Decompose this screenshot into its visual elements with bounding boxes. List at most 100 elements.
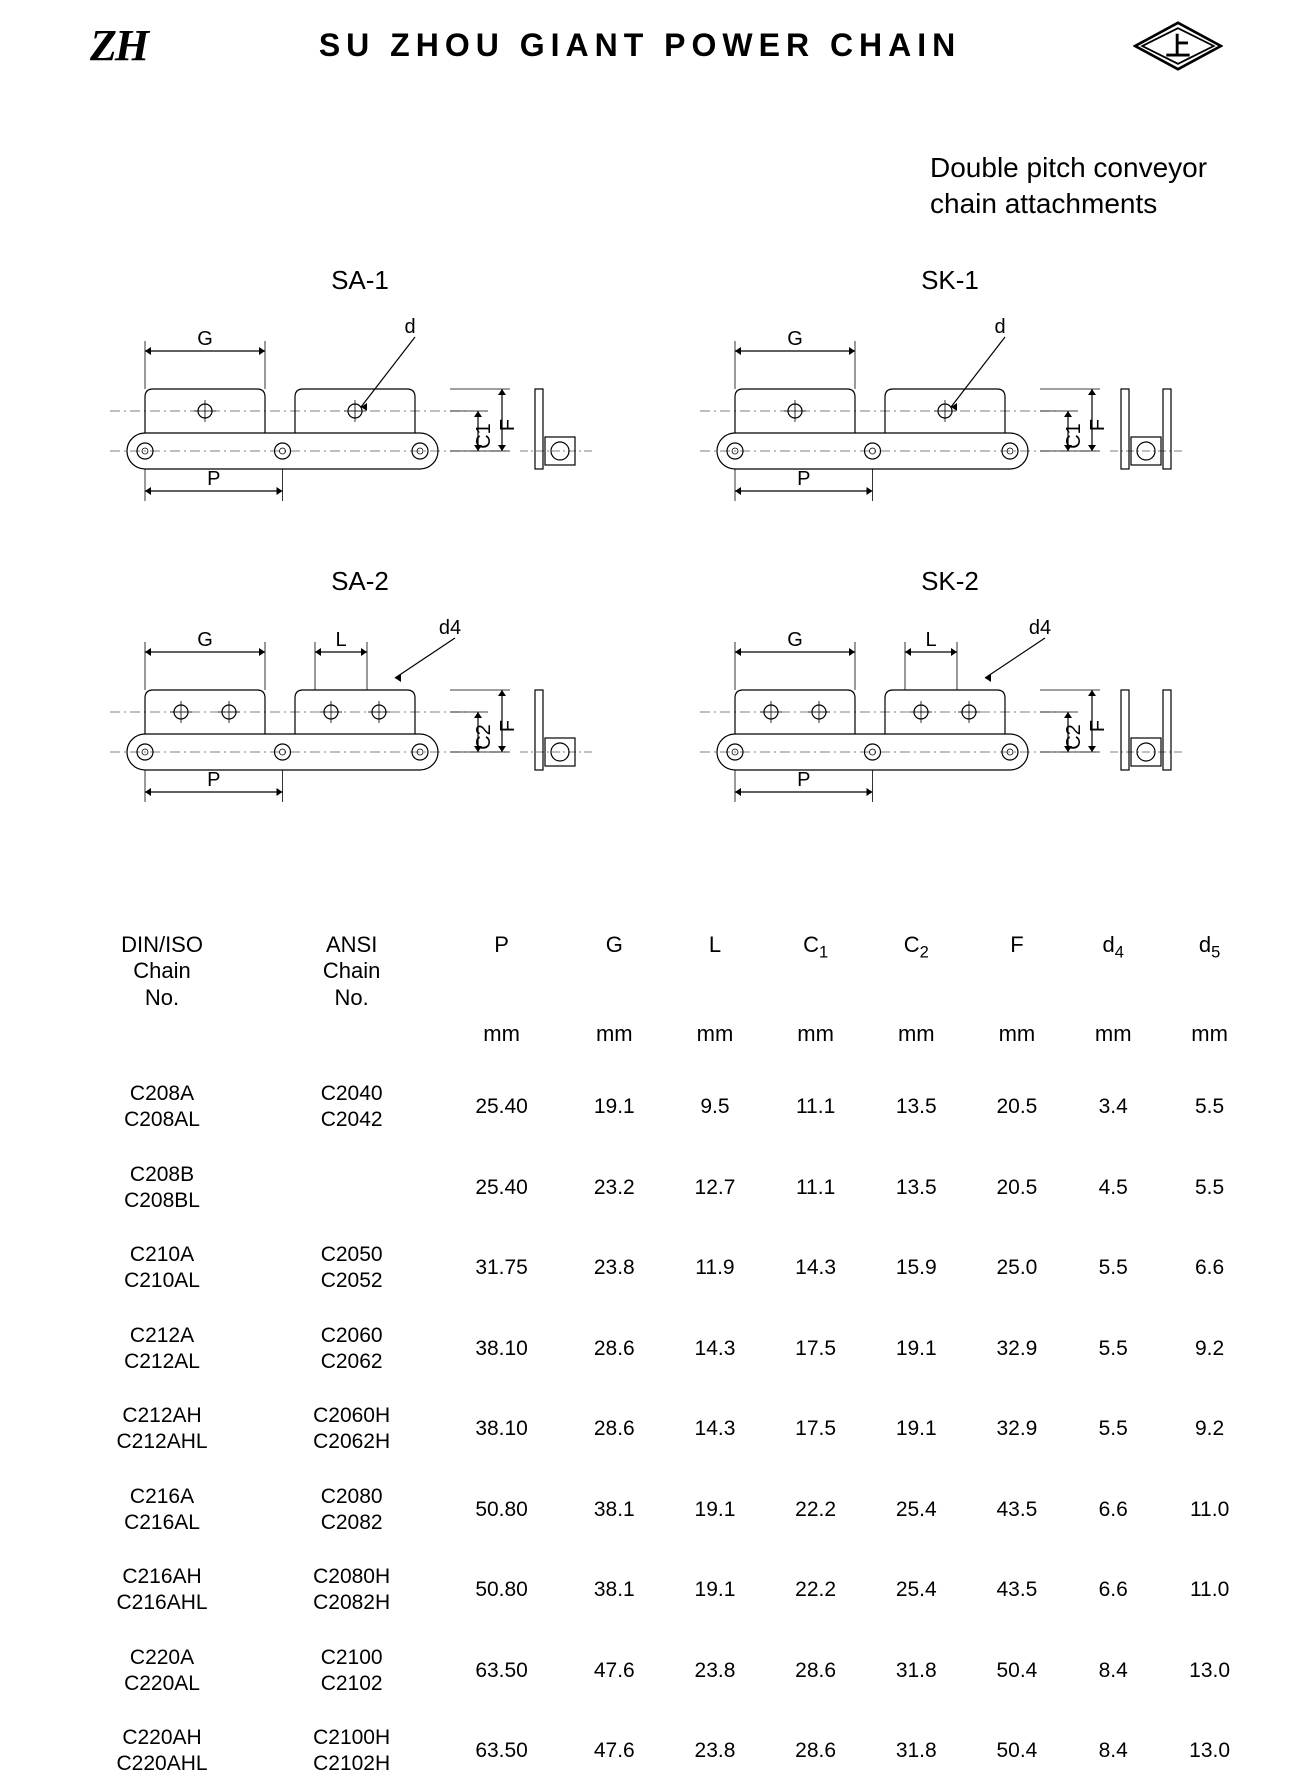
table-row: C212AC212ALC2060C206238.1028.614.317.519… [60,1309,1260,1390]
table-row: C216AC216ALC2080C208250.8038.119.122.225… [60,1470,1260,1551]
svg-text:G: G [197,328,213,350]
diagram-sk1-title: SK-1 [680,265,1220,296]
cell-value: 15.9 [866,1228,967,1309]
cell-value: 11.1 [765,1067,866,1148]
cell-value: 13.5 [866,1067,967,1148]
cell-value: 19.1 [564,1067,665,1148]
column-header: G [564,930,665,1013]
diagram-sa1: SA-1 GdPFC1 [90,265,630,526]
cell-value: 47.6 [564,1631,665,1712]
cell-value: 23.2 [564,1148,665,1229]
company-name: SU ZHOU GIANT POWER CHAIN [147,27,1133,64]
cell-value: 6.6 [1159,1228,1260,1309]
cell-value: 25.40 [439,1067,564,1148]
cell-value: 38.1 [564,1470,665,1551]
cell-value: 13.5 [866,1148,967,1229]
svg-text:C2: C2 [473,724,495,750]
column-unit: mm [564,1013,665,1067]
column-header: P [439,930,564,1013]
cell-value: 14.3 [665,1389,766,1470]
cell-value: 13.0 [1159,1711,1260,1792]
cell-value: 6.6 [1067,1470,1159,1551]
cell-value: 5.5 [1159,1067,1260,1148]
svg-text:P: P [797,769,810,791]
column-header: L [665,930,766,1013]
cell-ansi: C2100HC2102H [264,1711,439,1792]
subtitle: Double pitch conveyor chain attachments [930,150,1207,223]
cell-ansi: C2040C2042 [264,1067,439,1148]
cell-value: 14.3 [765,1228,866,1309]
cell-value: 13.0 [1159,1631,1260,1712]
cell-value: 9.2 [1159,1389,1260,1470]
cell-value: 11.0 [1159,1550,1260,1631]
cell-value: 23.8 [564,1228,665,1309]
svg-text:G: G [787,629,803,651]
svg-text:G: G [197,629,213,651]
cell-din: C220AC220AL [60,1631,264,1712]
diagram-sk1-svg: GdPFC1 [680,311,1220,521]
cell-value: 23.8 [665,1711,766,1792]
svg-text:d4: d4 [1029,617,1051,639]
subtitle-line-2: chain attachments [930,188,1157,219]
cell-value: 25.4 [866,1470,967,1551]
spec-table: DIN/ISOChainNo.ANSIChainNo.PGLC1C2Fd4d5 … [60,930,1260,1792]
column-unit: mm [665,1013,766,1067]
cell-value: 19.1 [665,1470,766,1551]
column-unit: mm [866,1013,967,1067]
diagram-sk2: SK-2 GLd4PFC2 [680,566,1220,827]
svg-text:P: P [207,468,220,490]
cell-value: 12.7 [665,1148,766,1229]
column-unit: mm [765,1013,866,1067]
cell-din: C216AHC216AHL [60,1550,264,1631]
svg-text:上: 上 [1165,32,1190,60]
svg-text:P: P [797,468,810,490]
diagram-sa1-title: SA-1 [90,265,630,296]
svg-text:F: F [1087,419,1109,431]
cell-value: 28.6 [564,1309,665,1390]
diagram-sa2: SA-2 GLd4PFC2 [90,566,630,827]
column-unit: mm [439,1013,564,1067]
diagram-sa1-svg: GdPFC1 [90,311,630,521]
svg-text:F: F [1087,720,1109,732]
cell-value: 23.8 [665,1631,766,1712]
table-row: C220AHC220AHLC2100HC2102H63.5047.623.828… [60,1711,1260,1792]
svg-text:P: P [207,769,220,791]
cell-value: 43.5 [967,1550,1068,1631]
cell-value: 22.2 [765,1470,866,1551]
diagram-sa2-title: SA-2 [90,566,630,597]
cell-value: 50.80 [439,1470,564,1551]
cell-value: 9.2 [1159,1309,1260,1390]
cell-value: 17.5 [765,1389,866,1470]
cell-value: 22.2 [765,1550,866,1631]
table-row: C216AHC216AHLC2080HC2082H50.8038.119.122… [60,1550,1260,1631]
cell-din: C212AHC212AHL [60,1389,264,1470]
cell-value: 32.9 [967,1389,1068,1470]
cell-value: 19.1 [866,1309,967,1390]
column-unit: mm [1067,1013,1159,1067]
cell-value: 25.4 [866,1550,967,1631]
column-header: DIN/ISOChainNo. [60,930,264,1013]
column-unit [60,1013,264,1067]
cell-value: 3.4 [1067,1067,1159,1148]
cell-value: 28.6 [765,1631,866,1712]
svg-text:L: L [335,629,346,651]
svg-text:d: d [994,316,1005,338]
cell-value: 5.5 [1067,1228,1159,1309]
cell-value: 63.50 [439,1711,564,1792]
svg-text:C2: C2 [1063,724,1085,750]
cell-ansi: C2080C2082 [264,1470,439,1551]
svg-text:G: G [787,328,803,350]
cell-din: C216AC216AL [60,1470,264,1551]
column-header: C1 [765,930,866,1013]
diagram-sk2-title: SK-2 [680,566,1220,597]
cell-value: 17.5 [765,1309,866,1390]
cell-value: 19.1 [866,1389,967,1470]
cell-value: 28.6 [765,1711,866,1792]
svg-text:F: F [497,419,519,431]
cell-din: C210AC210AL [60,1228,264,1309]
cell-value: 19.1 [665,1550,766,1631]
diagram-sk1: SK-1 GdPFC1 [680,265,1220,526]
column-unit [264,1013,439,1067]
cell-value: 50.4 [967,1631,1068,1712]
column-unit: mm [1159,1013,1260,1067]
